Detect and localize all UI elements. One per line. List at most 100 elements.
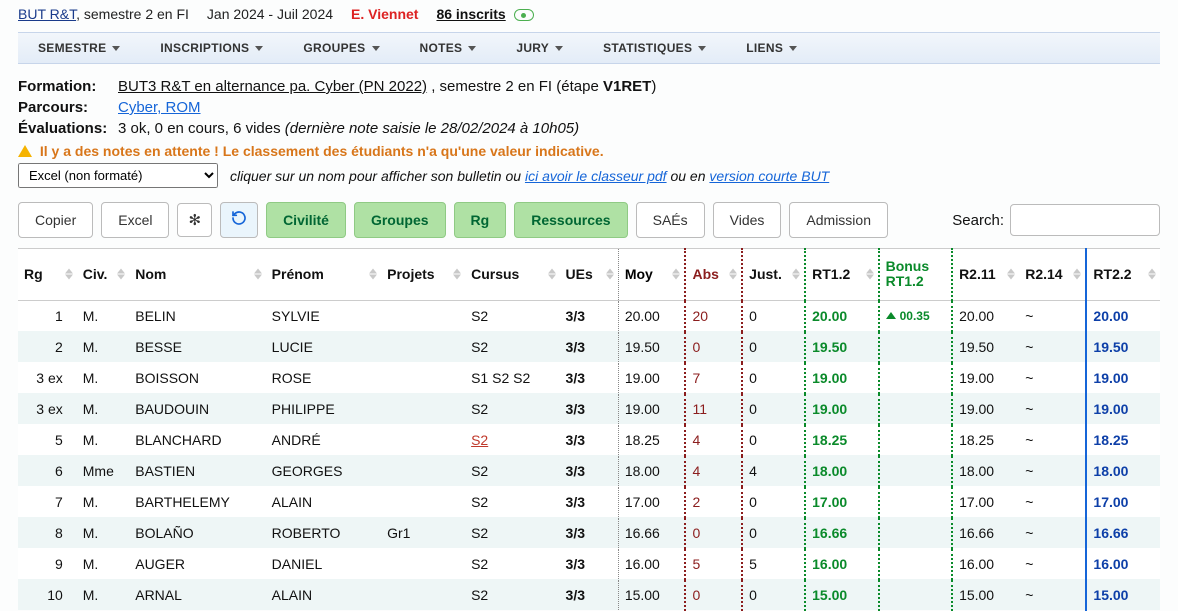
table-row[interactable]: 3 exM.BOISSONROSES1 S2 S23/319.007019.00… <box>18 362 1160 393</box>
cell-ues: 3/3 <box>560 455 619 486</box>
cell-rg: 3 ex <box>18 362 77 393</box>
table-toolbar: Copier Excel ✻ CivilitéGroupesRgRessourc… <box>0 202 1178 248</box>
cell-abs: 11 <box>685 393 742 424</box>
cell-abs: 7 <box>685 362 742 393</box>
table-row[interactable]: 2M.BESSELUCIES23/319.500019.5019.50~19.5… <box>18 331 1160 362</box>
cell-rt22: 19.50 <box>1086 331 1160 362</box>
cell-rt12: 18.25 <box>805 424 878 455</box>
col-abs[interactable]: Abs <box>685 249 742 301</box>
excel-button[interactable]: Excel <box>101 202 169 238</box>
export-format-select[interactable]: Excel (non formaté) <box>18 163 218 188</box>
col-prenom[interactable]: Prénom <box>266 249 381 301</box>
cell-cursus: S2 <box>465 424 559 455</box>
parcours-label: Parcours: <box>18 99 110 116</box>
cell-rt22: 18.25 <box>1086 424 1160 455</box>
col-projets[interactable]: Projets <box>381 249 465 301</box>
cell-r211: 15.00 <box>952 579 1019 610</box>
col-rg[interactable]: Rg <box>18 249 77 301</box>
cell-moy: 16.66 <box>618 517 685 548</box>
cell-nom: BASTIEN <box>129 455 265 486</box>
cell-r211: 16.66 <box>952 517 1019 548</box>
cell-just: 5 <box>742 548 805 579</box>
cell-prenom: SYLVIE <box>266 300 381 331</box>
table-row[interactable]: 7M.BARTHELEMYALAINS23/317.002017.0017.00… <box>18 486 1160 517</box>
copy-button[interactable]: Copier <box>18 202 93 238</box>
menu-notes[interactable]: NOTES <box>400 33 497 63</box>
cell-rt12: 16.66 <box>805 517 878 548</box>
cell-nom: BESSE <box>129 331 265 362</box>
cell-cursus: S2 <box>465 486 559 517</box>
cell-civ: M. <box>77 548 129 579</box>
bulletin-hint: cliquer sur un nom pour afficher son bul… <box>230 168 829 184</box>
toggle-ressources[interactable]: Ressources <box>514 202 627 238</box>
cell-cursus: S2 <box>465 579 559 610</box>
inscrits-link[interactable]: 86 inscrits <box>436 6 505 22</box>
cell-rg: 9 <box>18 548 77 579</box>
col-moy[interactable]: Moy <box>618 249 685 301</box>
cell-cursus: S2 <box>465 331 559 362</box>
table-row[interactable]: 9M.AUGERDANIELS23/316.005516.0016.00~16.… <box>18 548 1160 579</box>
col-ues[interactable]: UEs <box>560 249 619 301</box>
menu-liens[interactable]: LIENS <box>726 33 817 63</box>
toggle-civilit-[interactable]: Civilité <box>266 202 346 238</box>
cell-r214: ~ <box>1019 579 1086 610</box>
refresh-button[interactable] <box>220 202 258 238</box>
menu-semestre[interactable]: SEMESTRE <box>18 33 140 63</box>
table-row[interactable]: 6MmeBASTIENGEORGESS23/318.004418.0018.00… <box>18 455 1160 486</box>
cell-nom: BAUDOUIN <box>129 393 265 424</box>
cell-moy: 16.00 <box>618 548 685 579</box>
cell-prenom: GEORGES <box>266 455 381 486</box>
star-button[interactable]: ✻ <box>177 203 212 237</box>
cell-just: 0 <box>742 331 805 362</box>
menu-inscriptions[interactable]: INSCRIPTIONS <box>140 33 283 63</box>
col-nom[interactable]: Nom <box>129 249 265 301</box>
cell-ues: 3/3 <box>560 300 619 331</box>
parcours-link[interactable]: Cyber, ROM <box>118 99 201 116</box>
version-courte-link[interactable]: version courte BUT <box>709 168 829 184</box>
col-r214[interactable]: R2.14 <box>1019 249 1086 301</box>
menu-jury[interactable]: JURY <box>496 33 583 63</box>
cell-rt22: 15.00 <box>1086 579 1160 610</box>
cell-rt12: 17.00 <box>805 486 878 517</box>
table-row[interactable]: 3 exM.BAUDOUINPHILIPPES23/319.0011019.00… <box>18 393 1160 424</box>
formation-title-link[interactable]: BUT R&T <box>18 6 76 22</box>
cell-rg: 2 <box>18 331 77 362</box>
search-input[interactable] <box>1010 204 1160 236</box>
chevron-down-icon <box>112 46 120 51</box>
toggle-vides[interactable]: Vides <box>713 202 782 238</box>
cell-rt12: 19.00 <box>805 362 878 393</box>
table-row[interactable]: 1M.BELINSYLVIES23/320.0020020.0000.3520.… <box>18 300 1160 331</box>
cell-rt22: 16.66 <box>1086 517 1160 548</box>
cell-projets <box>381 300 465 331</box>
toggle-admission[interactable]: Admission <box>789 202 888 238</box>
cell-rg: 10 <box>18 579 77 610</box>
cell-abs: 20 <box>685 300 742 331</box>
formation-link[interactable]: BUT3 R&T en alternance pa. Cyber (PN 202… <box>118 78 427 95</box>
menu-statistiques[interactable]: STATISTIQUES <box>583 33 726 63</box>
table-row[interactable]: 10M.ARNALALAINS23/315.000015.0015.00~15.… <box>18 579 1160 610</box>
cell-bonus <box>879 548 952 579</box>
cell-cursus: S2 <box>465 548 559 579</box>
cell-moy: 19.00 <box>618 362 685 393</box>
table-row[interactable]: 5M.BLANCHARDANDRÉS23/318.254018.2518.25~… <box>18 424 1160 455</box>
cell-projets <box>381 455 465 486</box>
cell-bonus: 00.35 <box>879 300 952 331</box>
col-civ[interactable]: Civ. <box>77 249 129 301</box>
col-rt12[interactable]: RT1.2 <box>805 249 878 301</box>
classeur-pdf-link[interactable]: ici avoir le classeur pdf <box>525 168 667 184</box>
cell-rg: 1 <box>18 300 77 331</box>
toggle-rg[interactable]: Rg <box>454 202 507 238</box>
col-just[interactable]: Just. <box>742 249 805 301</box>
cell-bonus <box>879 517 952 548</box>
col-rt22[interactable]: RT2.2 <box>1086 249 1160 301</box>
toggle-sa-s[interactable]: SAÉs <box>636 202 705 238</box>
chevron-down-icon <box>372 46 380 51</box>
col-bonus-rt12[interactable]: Bonus RT1.2 <box>879 249 952 301</box>
col-r211[interactable]: R2.11 <box>952 249 1019 301</box>
cell-rt12: 16.00 <box>805 548 878 579</box>
cell-abs: 5 <box>685 548 742 579</box>
toggle-groupes[interactable]: Groupes <box>354 202 446 238</box>
menu-groupes[interactable]: GROUPES <box>283 33 399 63</box>
col-cursus[interactable]: Cursus <box>465 249 559 301</box>
table-row[interactable]: 8M.BOLAÑOROBERTOGr1S23/316.660016.6616.6… <box>18 517 1160 548</box>
